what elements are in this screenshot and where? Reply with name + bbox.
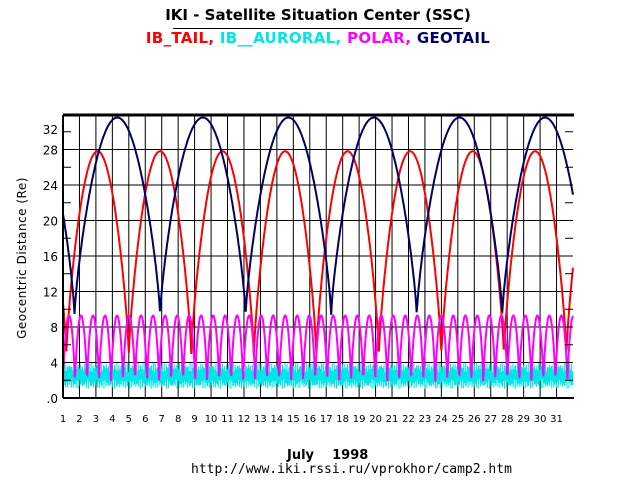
x-tick-label: 19 bbox=[353, 414, 366, 425]
y-tick-label: 12 bbox=[43, 286, 58, 300]
x-tick-label: 10 bbox=[205, 414, 218, 425]
x-tick-label: 17 bbox=[320, 414, 333, 425]
x-tick-label: 20 bbox=[369, 414, 382, 425]
x-tick-label: 14 bbox=[271, 414, 284, 425]
x-axis-label: July 1998 bbox=[287, 448, 369, 463]
legend-separator: , bbox=[208, 29, 220, 47]
x-tick-label: 12 bbox=[238, 414, 251, 425]
x-tick-label: 24 bbox=[435, 414, 448, 425]
y-tick-label: 20 bbox=[43, 215, 58, 229]
x-tick-label: 29 bbox=[517, 414, 530, 425]
x-tick-label: 30 bbox=[534, 414, 547, 425]
x-tick-label: 7 bbox=[159, 414, 165, 425]
x-tick-label: 3 bbox=[93, 414, 99, 425]
x-tick-label: 21 bbox=[386, 414, 399, 425]
legend-polar: POLAR bbox=[347, 29, 406, 47]
x-tick-label: 28 bbox=[501, 414, 514, 425]
x-tick-label: 2 bbox=[76, 414, 82, 425]
y-tick-label: .0 bbox=[47, 392, 58, 406]
x-tick-label: 8 bbox=[175, 414, 181, 425]
x-tick-label: 6 bbox=[142, 414, 148, 425]
x-tick-label: 9 bbox=[191, 414, 197, 425]
y-tick-label: 24 bbox=[43, 179, 58, 193]
x-tick-label: 22 bbox=[402, 414, 415, 425]
legend-ib-tail: IB_TAIL bbox=[145, 29, 209, 47]
x-tick-label: 26 bbox=[468, 414, 481, 425]
x-tick-label: 4 bbox=[109, 414, 115, 425]
y-tick-label: 8 bbox=[50, 321, 58, 335]
series-line-polar bbox=[62, 314, 574, 383]
x-tick-label: 18 bbox=[336, 414, 349, 425]
y-axis-label: Geocentric Distance (Re) bbox=[15, 177, 29, 339]
series-line-geotail bbox=[62, 116, 574, 315]
x-tick-label: 11 bbox=[221, 414, 234, 425]
x-axis: 1 2 3 4 5 6 7 8 9 10 11 12 13 14 15 16 17 18 19 20 21 22 23 24 2… bbox=[60, 414, 563, 425]
x-tick-label: 27 bbox=[484, 414, 497, 425]
legend-ib-auroral: IB__AURORAL bbox=[219, 29, 336, 47]
x-tick-label: 25 bbox=[451, 414, 464, 425]
y-tick-label: 28 bbox=[43, 144, 58, 158]
footer-url: http://www.iki.rssi.ru/vprokhor/camp2.ht… bbox=[191, 462, 512, 477]
x-tick-label: 31 bbox=[550, 414, 563, 425]
chart-title: IKI - Satellite Situation Center (SSC) bbox=[165, 6, 471, 24]
y-axis: .0 4 8 12 16 20 24 28 32 bbox=[43, 113, 573, 406]
legend-separator: , bbox=[335, 29, 348, 47]
x-tick-label: 23 bbox=[419, 414, 432, 425]
x-tick-label: 1 bbox=[60, 414, 66, 425]
y-tick-label: 32 bbox=[43, 123, 58, 137]
x-tick-label: 13 bbox=[254, 414, 267, 425]
y-tick-label: 16 bbox=[43, 250, 58, 264]
legend-geotail: GEOTAIL bbox=[416, 29, 491, 47]
x-tick-label: 5 bbox=[126, 414, 132, 425]
y-tick-label: 4 bbox=[50, 357, 58, 371]
legend: IB_TAIL, IB__AURORAL, POLAR, GEOTAIL bbox=[0, 29, 636, 47]
x-tick-label: 15 bbox=[287, 414, 300, 425]
legend-separator: , bbox=[405, 29, 417, 47]
title-underline bbox=[173, 28, 462, 29]
x-tick-label: 16 bbox=[303, 414, 316, 425]
